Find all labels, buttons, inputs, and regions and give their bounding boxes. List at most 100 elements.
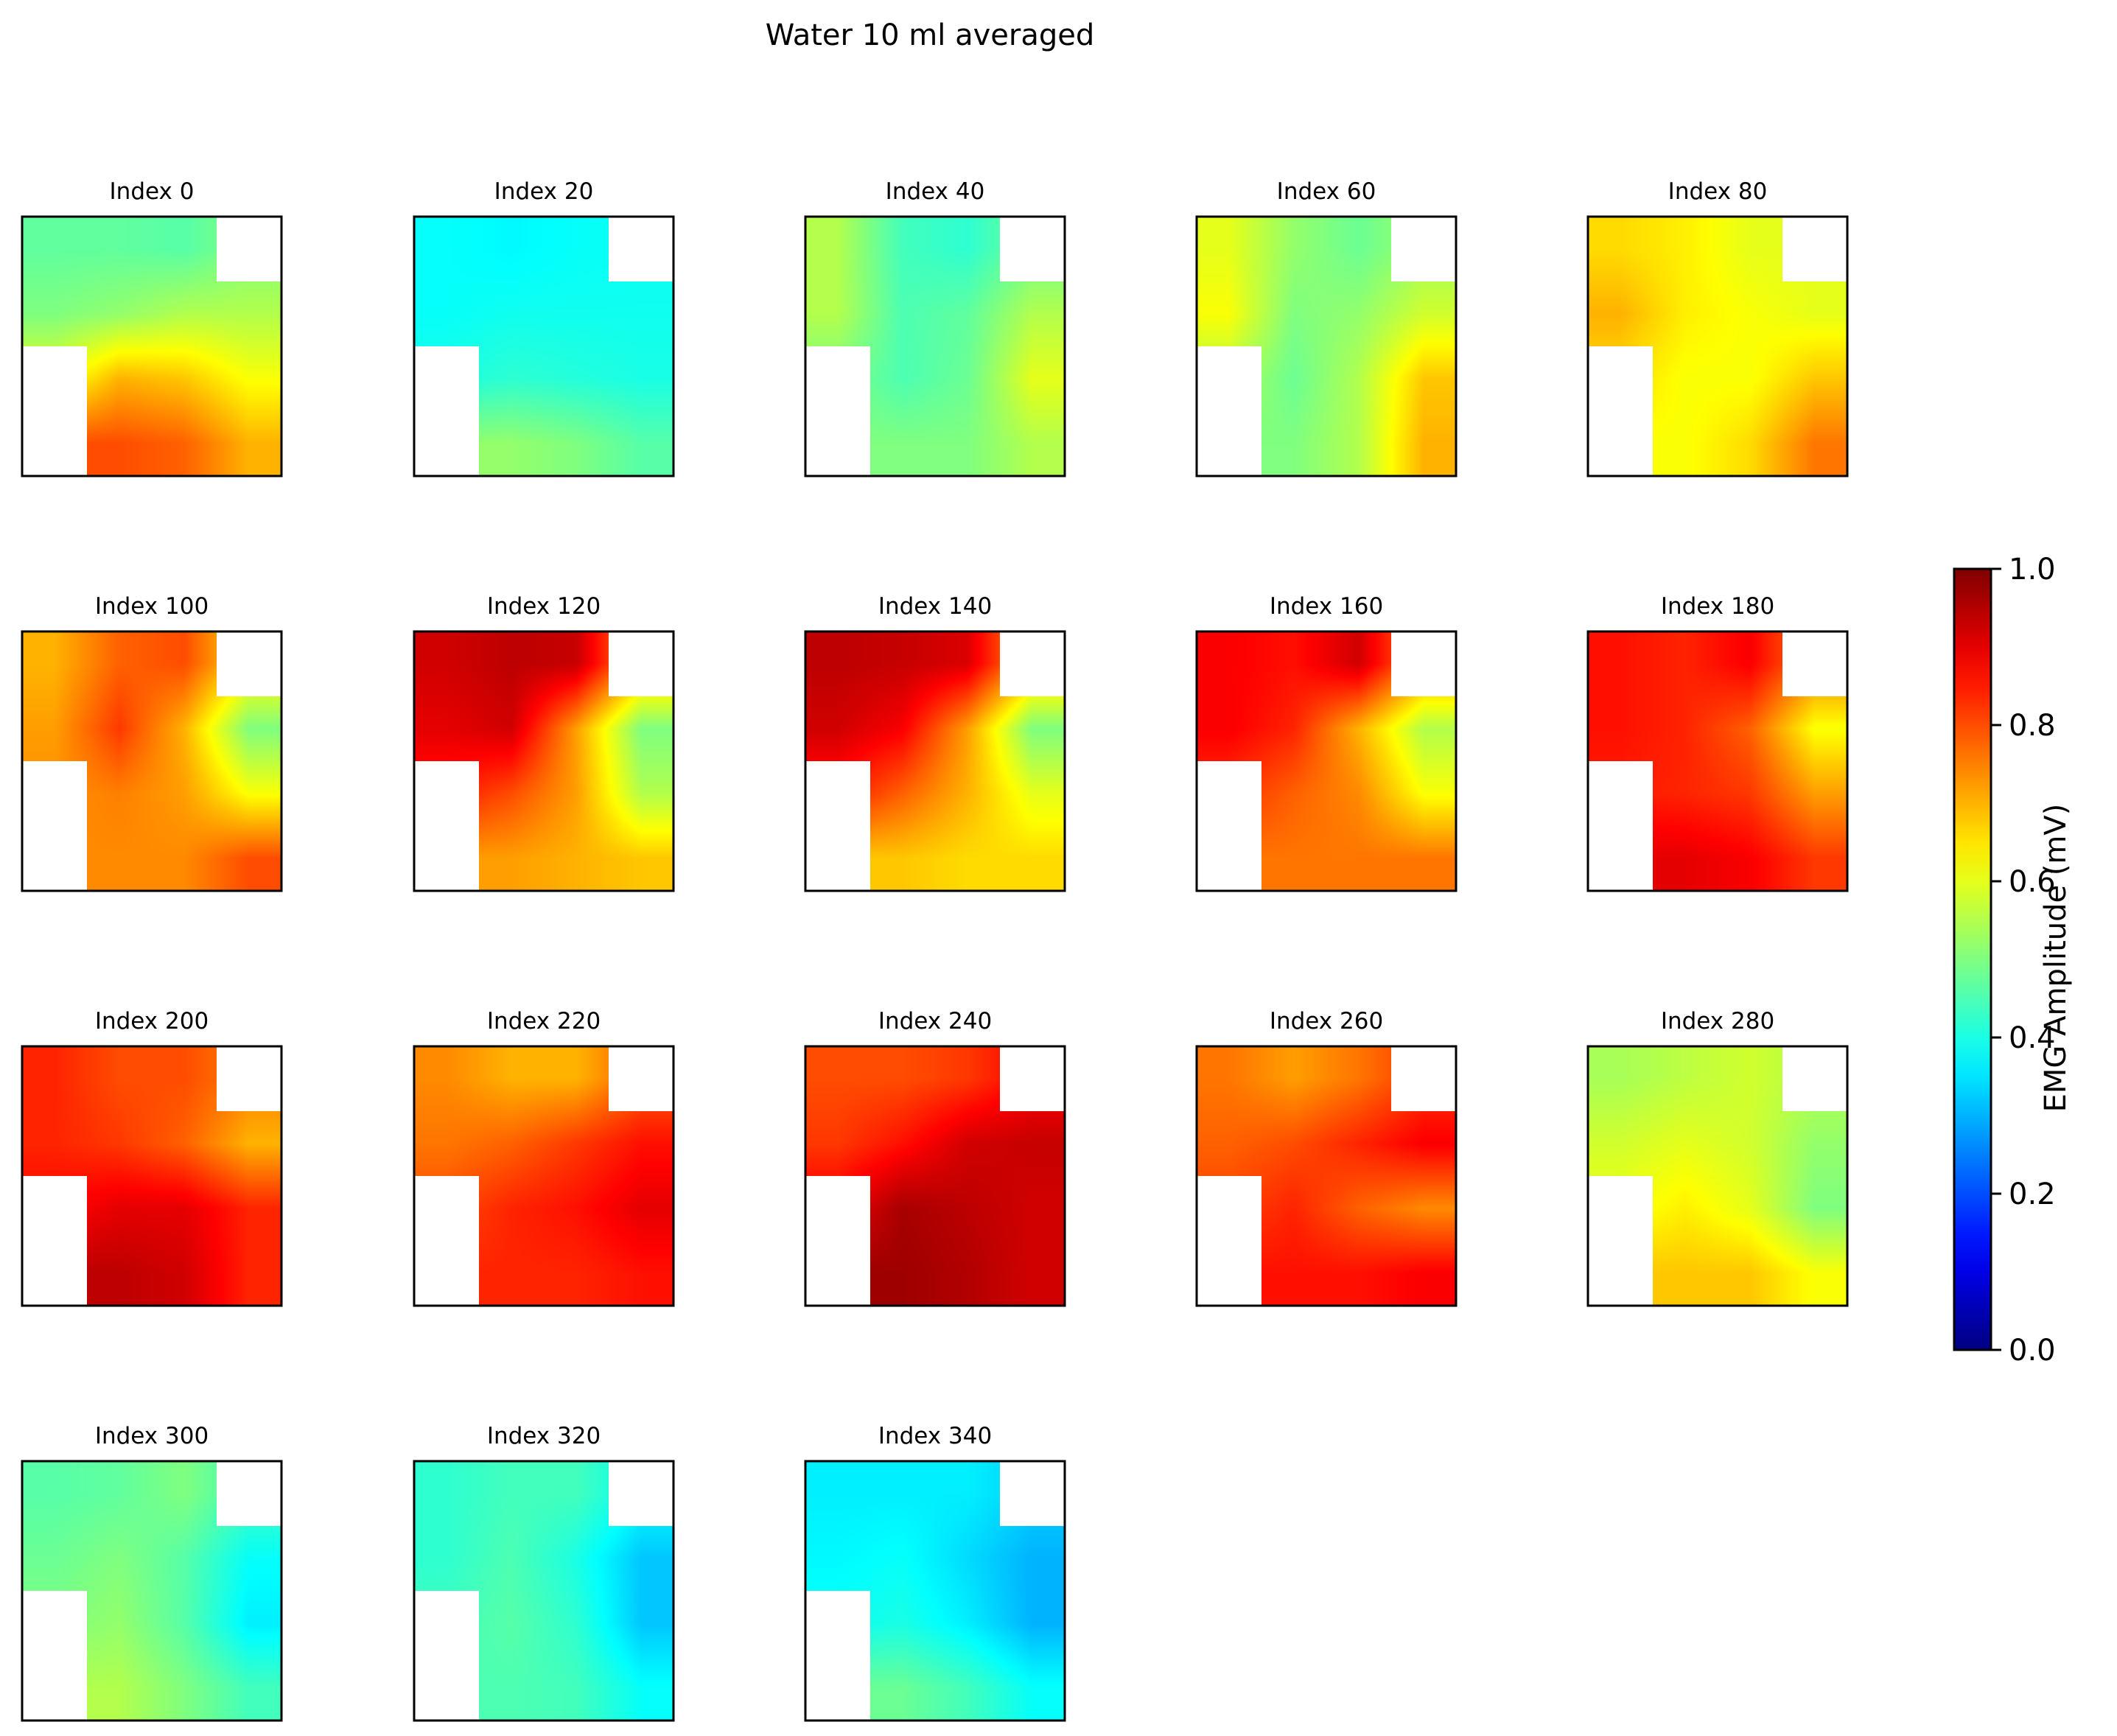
masked-cell — [414, 346, 479, 411]
panel-frame — [21, 1460, 283, 1722]
panel-title: Index 60 — [1277, 178, 1376, 205]
masked-cell — [1197, 1241, 1262, 1306]
masked-cell — [609, 631, 673, 696]
panel-frame — [1586, 1045, 1849, 1307]
masked-cell — [1197, 826, 1262, 891]
panel-title: Index 100 — [95, 593, 209, 620]
heatmap-panel: Index 260 — [1195, 1008, 1458, 1307]
colorbar-tick-label: 0.0 — [2009, 1334, 2056, 1368]
panel-title: Index 80 — [1668, 178, 1768, 205]
masked-cell — [1391, 1046, 1456, 1111]
panel-title: Index 200 — [95, 1008, 209, 1035]
masked-cell — [1391, 631, 1456, 696]
panel-title: Index 180 — [1661, 593, 1774, 620]
panel-frame — [1195, 1045, 1458, 1307]
masked-cell — [414, 1176, 479, 1241]
masked-cell — [1782, 631, 1847, 696]
panel-title: Index 320 — [487, 1423, 601, 1449]
masked-cell — [805, 411, 870, 476]
heatmap-panel: Index 160 — [1195, 593, 1458, 892]
panel-frame — [413, 1460, 675, 1722]
heatmap-panel: Index 200 — [21, 1008, 283, 1307]
panel-frame — [1586, 630, 1849, 892]
panel-frame — [804, 1460, 1066, 1722]
panel-frame — [21, 630, 283, 892]
masked-cell — [217, 1461, 281, 1526]
heatmap-panels: Index 0 Index 20 Index 40 Index 60 Index 80 I… — [21, 178, 1849, 1722]
figure-title: Water 10 ml averaged — [765, 18, 1095, 52]
masked-cell — [22, 1656, 87, 1721]
colorbar-label: EMG Amplitude (mV) — [2039, 803, 2073, 1113]
panel-title: Index 260 — [1270, 1008, 1383, 1035]
masked-cell — [1782, 217, 1847, 281]
masked-cell — [414, 411, 479, 476]
heatmap-panel: Index 280 — [1586, 1008, 1849, 1307]
heatmap-panel: Index 60 — [1195, 178, 1458, 477]
panel-frame — [1586, 215, 1849, 477]
masked-cell — [609, 217, 673, 281]
colorbar: 0.0 0.2 0.4 0.6 0.8 1.0 — [1953, 553, 2056, 1368]
masked-cell — [217, 631, 281, 696]
masked-cell — [1197, 1176, 1262, 1241]
panel-frame — [804, 215, 1066, 477]
masked-cell — [414, 826, 479, 891]
panel-frame — [21, 1045, 283, 1307]
heatmap-panel: Index 320 — [413, 1423, 675, 1722]
masked-cell — [414, 761, 479, 826]
masked-cell — [22, 411, 87, 476]
panel-title: Index 280 — [1661, 1008, 1774, 1035]
masked-cell — [805, 826, 870, 891]
heatmap-panel: Index 80 — [1586, 178, 1849, 477]
masked-cell — [805, 1241, 870, 1306]
colorbar-gradient — [1953, 567, 1992, 1351]
panel-title: Index 140 — [878, 593, 992, 620]
heatmap-panel: Index 100 — [21, 593, 283, 892]
masked-cell — [1588, 411, 1653, 476]
panel-title: Index 20 — [494, 178, 594, 205]
panel-frame — [413, 215, 675, 477]
heatmap-panel: Index 120 — [413, 593, 675, 892]
panel-title: Index 240 — [878, 1008, 992, 1035]
panel-frame — [804, 1045, 1066, 1307]
masked-cell — [805, 1656, 870, 1721]
panel-title: Index 120 — [487, 593, 601, 620]
heatmap-panel: Index 40 — [804, 178, 1066, 477]
masked-cell — [22, 826, 87, 891]
colorbar-tick-label: 0.6 — [2009, 865, 2056, 899]
masked-cell — [22, 1591, 87, 1656]
panel-frame — [1195, 630, 1458, 892]
panel-title: Index 340 — [878, 1423, 992, 1449]
masked-cell — [1588, 346, 1653, 411]
masked-cell — [1000, 1461, 1065, 1526]
heatmap-panel: Index 340 — [804, 1423, 1066, 1722]
masked-cell — [1588, 1241, 1653, 1306]
masked-cell — [1197, 761, 1262, 826]
colorbar-tick-label: 1.0 — [2009, 553, 2056, 587]
heatmap-panel: Index 180 — [1586, 593, 1849, 892]
masked-cell — [1588, 1176, 1653, 1241]
masked-cell — [1000, 1046, 1065, 1111]
masked-cell — [1197, 346, 1262, 411]
masked-cell — [414, 1591, 479, 1656]
panel-frame — [804, 630, 1066, 892]
masked-cell — [217, 217, 281, 281]
masked-cell — [1000, 217, 1065, 281]
panel-frame — [1195, 215, 1458, 477]
masked-cell — [1391, 217, 1456, 281]
panel-title: Index 0 — [110, 178, 195, 205]
panel-title: Index 160 — [1270, 593, 1383, 620]
heatmap-panel: Index 300 — [21, 1423, 283, 1722]
masked-cell — [22, 1241, 87, 1306]
masked-cell — [22, 761, 87, 826]
heatmap-panel: Index 0 — [21, 178, 283, 477]
panel-title: Index 220 — [487, 1008, 601, 1035]
colorbar-tick-label: 0.2 — [2009, 1177, 2056, 1211]
masked-cell — [609, 1461, 673, 1526]
masked-cell — [805, 1591, 870, 1656]
masked-cell — [805, 346, 870, 411]
panel-title: Index 40 — [886, 178, 985, 205]
panel-title: Index 300 — [95, 1423, 209, 1449]
panel-frame — [21, 215, 283, 477]
masked-cell — [414, 1241, 479, 1306]
